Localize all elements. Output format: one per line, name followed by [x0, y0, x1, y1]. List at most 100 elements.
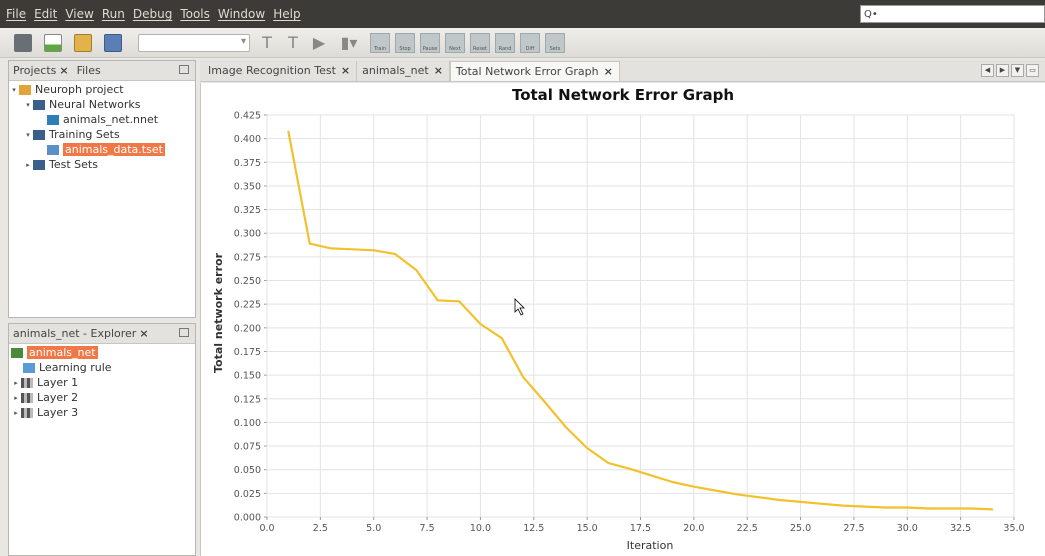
close-icon[interactable]: ×: [59, 64, 69, 77]
error-series-line: [287, 130, 993, 511]
explorer-item[interactable]: Learning rule: [9, 360, 195, 375]
expand-right-icon[interactable]: ▸: [14, 378, 18, 387]
tree-item[interactable]: ▾ Training Sets: [9, 127, 195, 142]
y-tick-label: 0.000: [234, 513, 261, 524]
new-project-icon[interactable]: [74, 33, 92, 52]
chart-area: Total Network Error Graph Total network …: [200, 83, 1045, 556]
explorer-panel: animals_net - Explorer × animals_net Learn…: [8, 323, 196, 556]
new-file-icon[interactable]: [44, 33, 62, 52]
tab-image-recognition-test[interactable]: Image Recognition Test ×: [203, 61, 358, 81]
data-point: [949, 507, 951, 510]
close-icon[interactable]: ×: [603, 65, 613, 78]
data-point: [799, 501, 802, 503]
toolbar-button-pause[interactable]: Pause: [420, 32, 440, 53]
toolbar-button-next[interactable]: Next: [445, 32, 465, 53]
expand-right-icon[interactable]: ▸: [26, 160, 30, 169]
tab-files[interactable]: Files: [76, 64, 101, 77]
expand-down-icon[interactable]: ▾: [26, 130, 30, 139]
run-icon[interactable]: ▶: [312, 32, 326, 52]
close-icon[interactable]: ×: [340, 64, 351, 77]
tab-explorer[interactable]: animals_net - Explorer ×: [13, 327, 149, 340]
tree-item-label: animals_net.nnet: [63, 113, 159, 126]
error-graph: Total Network Error Graph Total network …: [212, 86, 1025, 552]
menu-view[interactable]: View: [65, 7, 94, 21]
tab-projects[interactable]: Projects ×: [13, 64, 69, 77]
data-point: [351, 248, 353, 250]
menu-file[interactable]: File: [6, 7, 27, 21]
explorer-item[interactable]: animals_net: [9, 345, 195, 360]
open-project-icon[interactable]: [104, 33, 122, 52]
menu-run[interactable]: Run: [101, 7, 125, 21]
x-tick-label: 15.0: [577, 523, 598, 534]
layer-icon: [21, 377, 33, 388]
layer-icon: [21, 392, 33, 403]
scroll-left-icon[interactable]: ◀: [981, 64, 994, 77]
explorer-item[interactable]: ▸ Layer 1: [9, 375, 195, 390]
toolbar-button-label: Stop: [399, 45, 411, 52]
menu-window[interactable]: Window: [217, 7, 266, 21]
tab-animals-net[interactable]: animals_net ×: [357, 61, 450, 81]
y-tick-label: 0.425: [234, 111, 261, 122]
hammer-icon[interactable]: T: [262, 32, 272, 52]
tree-item[interactable]: ▾ Neural Networks: [9, 97, 195, 112]
close-icon[interactable]: ×: [139, 327, 149, 340]
project-tree: ▾ Neuroph project ▾ Neural Networks animals_…: [9, 81, 195, 172]
minimize-icon[interactable]: [179, 65, 189, 74]
toolbar: T T ▶ ▮▾ Train Stop Pause Next Reset Rand Diff…: [0, 28, 1045, 58]
y-axis-label: Total network error: [212, 252, 225, 373]
toolbar-button-label: Train: [374, 45, 386, 52]
configuration-select[interactable]: [138, 33, 250, 52]
projects-panel-header: Projects × Files: [9, 61, 195, 81]
data-point: [479, 323, 482, 325]
folder-icon: [33, 99, 45, 110]
search-input[interactable]: Q•: [860, 5, 1045, 23]
data-point: [522, 376, 524, 378]
toolbar-button-rand[interactable]: Rand: [495, 32, 515, 53]
toolbar-button-train[interactable]: Train: [370, 32, 390, 53]
minimize-icon[interactable]: [179, 328, 189, 337]
debug-icon[interactable]: ▮▾: [340, 32, 358, 52]
x-tick-label: 17.5: [630, 523, 651, 534]
menu-edit[interactable]: Edit: [34, 7, 58, 21]
toolbar-button-reset[interactable]: Reset: [470, 32, 490, 53]
toolbar-button-label: Rand: [498, 45, 512, 52]
close-icon[interactable]: ×: [433, 64, 443, 77]
toolbar-button-sets[interactable]: Sets: [545, 32, 565, 53]
data-point: [821, 503, 823, 505]
toolbar-button-stop[interactable]: Stop: [395, 32, 415, 53]
chart-title: Total Network Error Graph: [512, 86, 734, 104]
menu-debug[interactable]: Debug: [132, 7, 173, 21]
clean-build-icon[interactable]: T: [288, 32, 298, 52]
tree-item[interactable]: animals_data.tset: [9, 142, 195, 157]
explorer-item[interactable]: ▸ Layer 3: [9, 405, 195, 420]
menu-tools[interactable]: Tools: [180, 7, 210, 21]
menu-help[interactable]: Help: [273, 7, 301, 21]
y-tick-label: 0.250: [234, 276, 261, 287]
tree-item[interactable]: animals_net.nnet: [9, 112, 195, 127]
tree-item[interactable]: ▸ Test Sets: [9, 157, 195, 172]
x-tick-label: 32.5: [950, 523, 971, 534]
toolbar-button-diff[interactable]: Diff: [520, 32, 540, 53]
y-tick-label: 0.025: [234, 489, 261, 500]
expand-down-icon[interactable]: ▾: [12, 85, 16, 94]
tree-item[interactable]: ▾ Neuroph project: [9, 82, 195, 97]
projects-panel: Projects × Files ▾ Neuroph project ▾ Neural …: [8, 60, 196, 318]
explorer-item[interactable]: ▸ Layer 2: [9, 390, 195, 405]
maximize-icon[interactable]: ▭: [1026, 64, 1039, 77]
scroll-right-icon[interactable]: ▶: [996, 64, 1009, 77]
tab-list-icon[interactable]: ▼: [1011, 64, 1024, 77]
tab-total-network-error-graph[interactable]: Total Network Error Graph ×: [449, 61, 620, 81]
data-point: [928, 507, 930, 510]
dataset-file-icon: [47, 144, 59, 155]
y-tick-label: 0.275: [234, 252, 261, 263]
expand-right-icon[interactable]: ▸: [14, 393, 18, 402]
explorer-item-label: Learning rule: [39, 361, 112, 374]
expand-down-icon[interactable]: ▾: [26, 100, 30, 109]
y-tick-label: 0.300: [234, 229, 261, 240]
x-tick-label: 10.0: [470, 523, 491, 534]
save-icon[interactable]: [14, 33, 32, 52]
expand-right-icon[interactable]: ▸: [14, 408, 18, 417]
x-tick-label: 27.5: [843, 523, 864, 534]
tree-item-label: Training Sets: [49, 128, 120, 141]
toolbar-button-label: Next: [449, 45, 461, 52]
